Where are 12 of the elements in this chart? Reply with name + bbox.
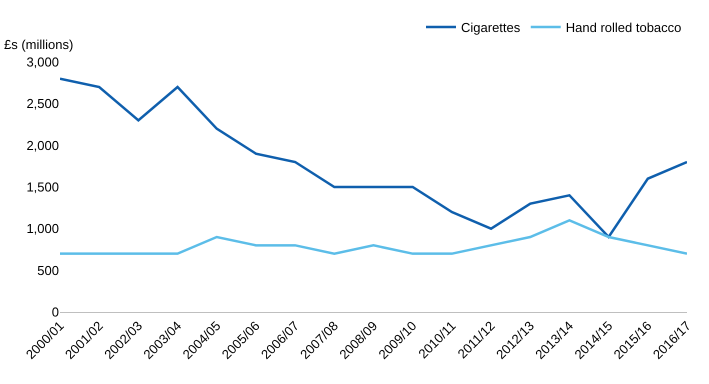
- legend-label: Cigarettes: [461, 20, 521, 36]
- y-tick-label: 2,000: [26, 138, 59, 153]
- y-tick-label: 0: [52, 304, 59, 320]
- y-axis-title: £s (millions): [4, 37, 74, 52]
- y-tick-label: 2,500: [26, 96, 59, 112]
- legend-label: Hand rolled tobacco: [566, 20, 682, 36]
- line-series: [60, 77, 687, 238]
- line-series: [60, 219, 687, 255]
- y-tick-label: 1,500: [26, 180, 59, 195]
- y-tick-label: 3,000: [26, 54, 59, 70]
- y-tick-label: 500: [37, 262, 59, 278]
- y-tick-label: 1,000: [26, 221, 59, 236]
